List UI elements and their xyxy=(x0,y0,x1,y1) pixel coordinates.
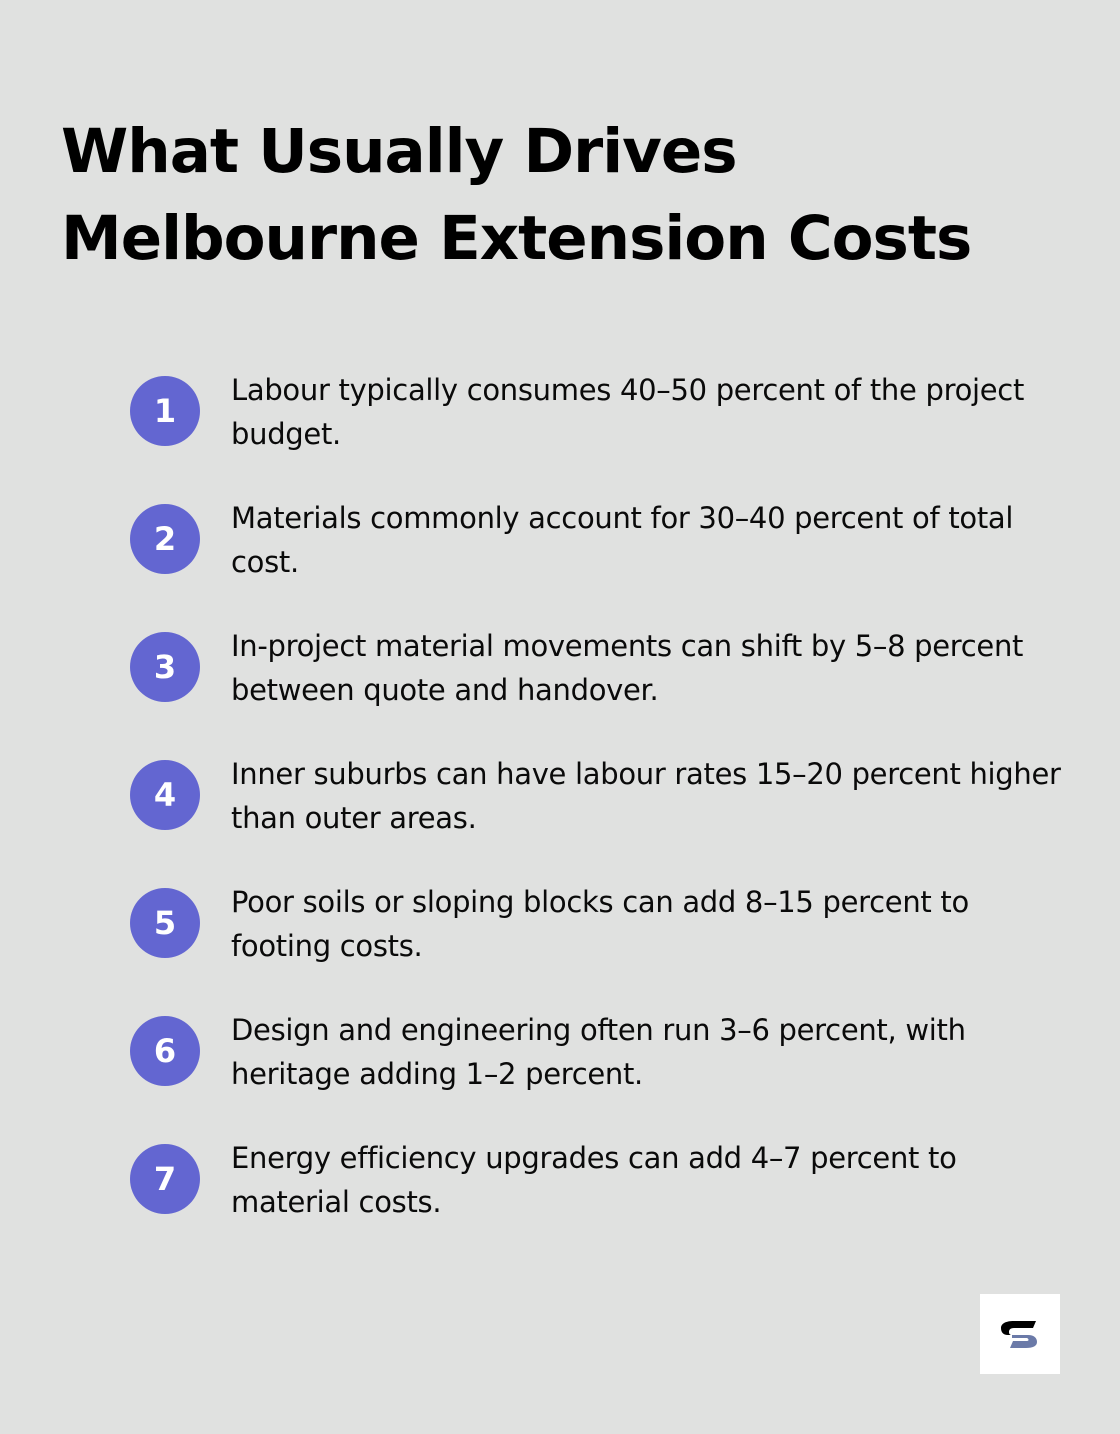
list-item: 7 Energy efficiency upgrades can add 4–7… xyxy=(130,1136,1070,1226)
list-item-text: Labour typically consumes 40–50 percent … xyxy=(231,373,1025,451)
list-item: 6 Design and engineering often run 3–6 p… xyxy=(130,1008,1070,1098)
list-item: 2 Materials commonly account for 30–40 p… xyxy=(130,496,1070,586)
list-item: 1 Labour typically consumes 40–50 percen… xyxy=(130,368,1070,458)
brand-s-logo-icon xyxy=(1001,1321,1037,1348)
title-line-2: Melbourne Extension Costs xyxy=(61,203,972,274)
list-item-text: Poor soils or sloping blocks can add 8–1… xyxy=(231,885,969,963)
list-item-text: Energy efficiency upgrades can add 4–7 p… xyxy=(231,1141,957,1219)
number-badge: 1 xyxy=(130,376,200,446)
list-item: 4 Inner suburbs can have labour rates 15… xyxy=(130,752,1070,842)
title-line-1: What Usually Drives xyxy=(61,116,738,187)
list-item-text: Design and engineering often run 3–6 per… xyxy=(231,1013,966,1091)
number-badge: 3 xyxy=(130,632,200,702)
number-badge: 5 xyxy=(130,888,200,958)
list-item: 3 In-project material movements can shif… xyxy=(130,624,1070,714)
brand-logo xyxy=(980,1294,1060,1374)
list-item: 5 Poor soils or sloping blocks can add 8… xyxy=(130,880,1070,970)
number-badge: 2 xyxy=(130,504,200,574)
number-badge: 6 xyxy=(130,1016,200,1086)
list-item-text: Materials commonly account for 30–40 per… xyxy=(231,501,1014,579)
number-badge: 7 xyxy=(130,1144,200,1214)
list-item-text: Inner suburbs can have labour rates 15–2… xyxy=(231,757,1061,835)
list-item-text: In-project material movements can shift … xyxy=(231,629,1024,707)
number-badge: 4 xyxy=(130,760,200,830)
page-title: What Usually Drives Melbourne Extension … xyxy=(61,108,1061,282)
